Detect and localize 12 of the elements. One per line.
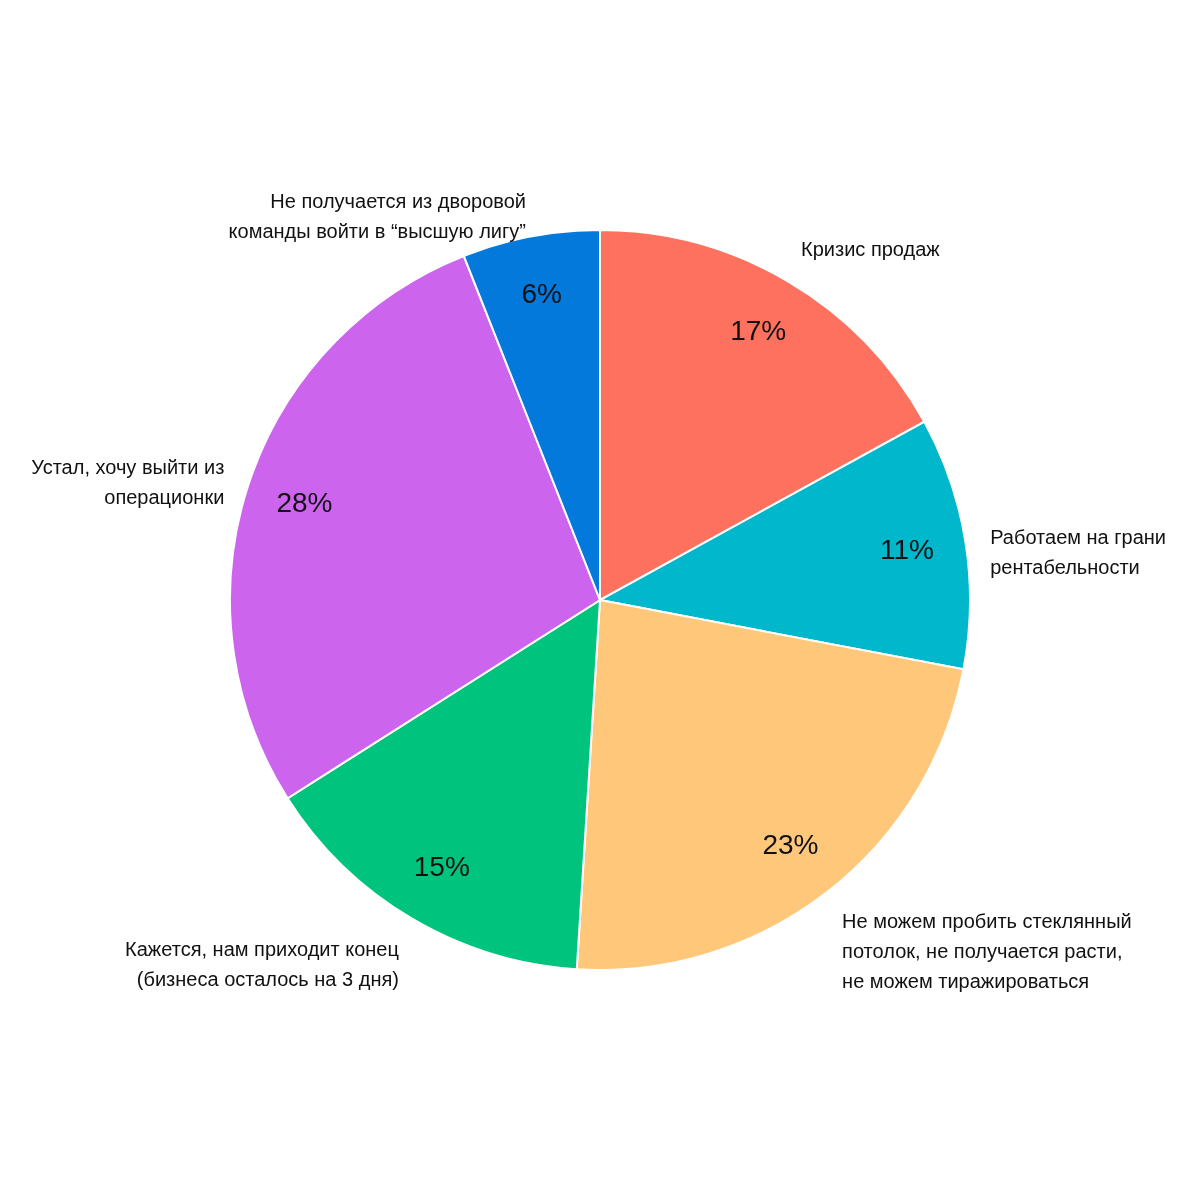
- slice-label: Кажется, нам приходит конец (бизнеса осталось на 3 дня): [125, 937, 399, 990]
- slice-label: Работаем на грани рентабельности: [990, 526, 1167, 579]
- slice-label: Не можем пробить стеклянный потолок, не получается расти, не можем тиражироваться: [842, 910, 1132, 993]
- data-label: 6%: [521, 277, 562, 309]
- data-label: 15%: [413, 850, 470, 882]
- data-label: 11%: [879, 534, 934, 566]
- data-label: 23%: [762, 828, 819, 860]
- slice-label: Устал, хочу выйти из операционки: [31, 455, 225, 508]
- data-label: 28%: [276, 486, 333, 518]
- data-label: 17%: [730, 315, 787, 347]
- slice-label: Кризис продаж: [801, 238, 941, 261]
- slice-label: Не получается из дворовой команды войти в “высшую лигу”: [228, 190, 526, 242]
